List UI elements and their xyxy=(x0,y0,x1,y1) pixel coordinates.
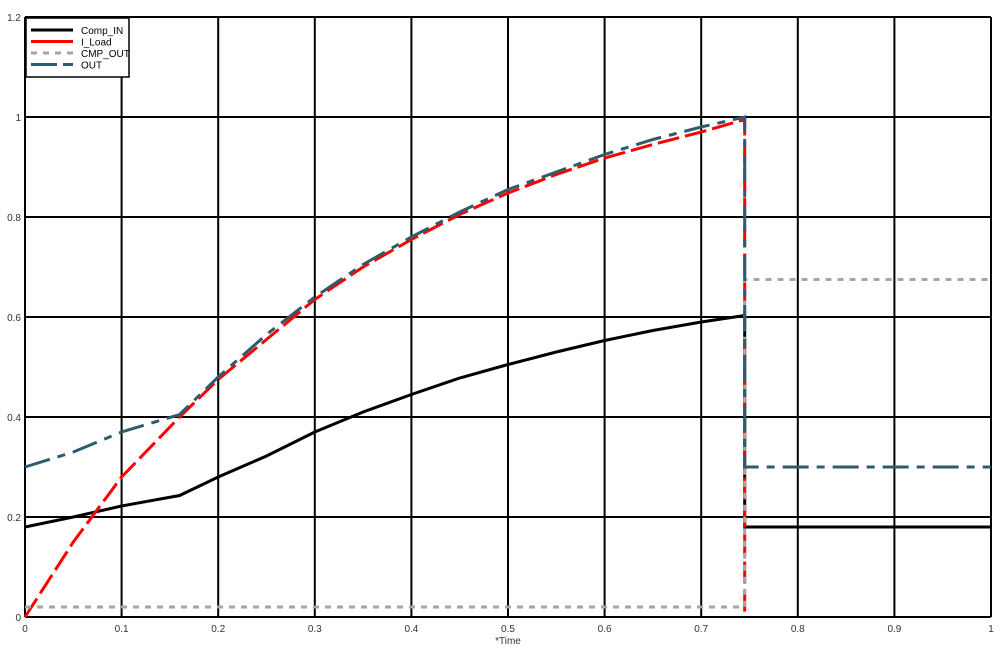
series-line-out xyxy=(24,115,991,469)
y-tick-label: 0.8 xyxy=(7,213,21,224)
grid xyxy=(24,16,992,618)
x-tick-label: 1 xyxy=(988,624,994,635)
x-tick-label: 0.7 xyxy=(694,624,708,635)
x-tick-label: 0.1 xyxy=(115,624,129,635)
y-tick-label: 0.6 xyxy=(7,313,21,324)
legend-label: CMP_OUT xyxy=(81,49,130,60)
x-tick-label: 0.4 xyxy=(404,624,418,635)
x-tick-label: 0.3 xyxy=(308,624,322,635)
legend-label: Comp_IN xyxy=(81,26,123,37)
legend-label: OUT xyxy=(81,61,102,72)
series-line-i-load xyxy=(23,117,747,618)
x-tick-label: 0.5 xyxy=(501,624,515,635)
x-tick-label: 0.8 xyxy=(791,624,805,635)
series-line-comp-in xyxy=(24,313,991,529)
y-tick-label: 1.2 xyxy=(7,13,21,24)
y-tick-label: 0.4 xyxy=(7,413,21,424)
tick-labels: 0 0.1 0.2 0.3 0.4 0.5 0.6 0.7 0.8 0.9 1 0 0.2 0.4 0.6 0… xyxy=(7,13,994,635)
x-tick-label: 0.2 xyxy=(211,624,225,635)
x-axis-label: *Time xyxy=(495,636,521,647)
series-group xyxy=(23,115,991,618)
legend-box xyxy=(25,17,130,78)
x-tick-label: 0 xyxy=(22,624,28,635)
x-tick-label: 0.9 xyxy=(887,624,901,635)
y-tick-label: 0 xyxy=(15,613,21,624)
legend-label: I_Load xyxy=(81,38,112,49)
y-tick-label: 1 xyxy=(15,113,21,124)
x-tick-label: 0.6 xyxy=(598,624,612,635)
y-tick-label: 0.2 xyxy=(7,513,21,524)
